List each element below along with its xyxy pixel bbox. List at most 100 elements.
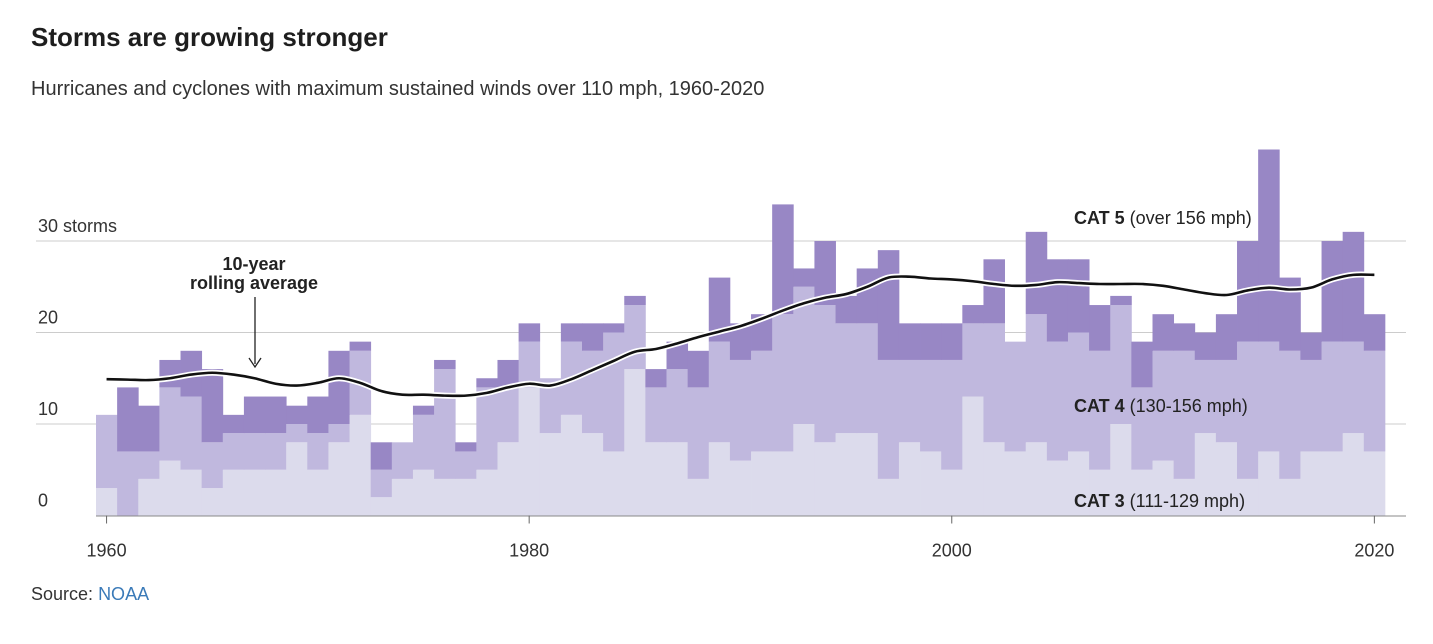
bar-cat4-1988	[687, 387, 710, 479]
bar-cat5-1977	[455, 442, 477, 452]
bar-cat4-2017	[1300, 359, 1322, 452]
bar-cat3-1975	[412, 469, 435, 516]
bar-cat4-1969	[286, 424, 308, 443]
bar-cat5-1961	[117, 387, 139, 452]
bar-cat5-1997	[877, 250, 900, 360]
bar-cat5-2012	[1194, 332, 1217, 360]
bar-cat3-1992	[772, 451, 794, 516]
bar-cat5-1993	[793, 268, 815, 287]
bar-cat5-2006	[1067, 259, 1090, 333]
bar-cat4-1984	[603, 332, 625, 452]
bar-cat5-2015	[1258, 149, 1280, 342]
bar-cat3-1980	[518, 387, 541, 516]
bar-cat5-2010	[1152, 314, 1175, 351]
bar-cat3-1998	[898, 442, 921, 516]
bar-cat5-1996	[856, 268, 879, 324]
bar-cat4-1993	[793, 286, 815, 424]
bar-cat4-2008	[1110, 305, 1132, 424]
bar-cat3-1991	[751, 451, 773, 516]
bar-cat5-2002	[983, 259, 1005, 324]
bar-cat5-2007	[1089, 305, 1111, 351]
bar-cat3-2007	[1089, 469, 1111, 516]
bar-cat4-1970	[307, 433, 329, 470]
bar-cat4-1980	[518, 341, 541, 388]
bar-cat3-1990	[729, 460, 752, 516]
bar-cat5-1978	[476, 378, 498, 388]
bar-cat3-2004	[1025, 442, 1048, 516]
bar-cat4-2003	[1004, 341, 1027, 452]
bar-cat5-1962	[138, 405, 160, 452]
bar-cat3-1999	[920, 451, 942, 516]
bar-cat3-1993	[793, 424, 815, 516]
bar-cat3-1973	[370, 497, 393, 516]
bar-cat4-2005	[1046, 341, 1069, 461]
bar-cat5-1994	[814, 241, 836, 306]
bar-cat4-1985	[624, 305, 646, 370]
bar-cat3-1986	[645, 442, 667, 516]
bar-cat3-1964	[180, 469, 203, 516]
bar-cat3-2006	[1067, 451, 1090, 516]
bar-cat3-2005	[1046, 460, 1069, 516]
bar-cat5-1992	[772, 204, 794, 315]
bar-cat4-1961	[117, 451, 139, 516]
bar-cat3-1987	[666, 442, 689, 516]
bar-cat4-2018	[1321, 341, 1344, 452]
source-link[interactable]: NOAA	[98, 584, 150, 604]
bar-cat3-1965	[201, 488, 224, 516]
bar-cat4-1983	[581, 350, 604, 434]
bar-cat3-2011	[1173, 478, 1196, 516]
bar-cat4-2014	[1237, 341, 1259, 479]
bar-cat4-1981	[539, 378, 562, 434]
x-tick-label: 2020	[1354, 541, 1394, 561]
bar-cat3-2002	[983, 442, 1005, 516]
bar-cat3-1966	[222, 469, 245, 516]
bar-cat5-1966	[222, 414, 245, 434]
bar-cat4-2012	[1194, 359, 1217, 434]
source-label: Source:	[31, 584, 94, 604]
bar-cat3-1969	[286, 442, 308, 516]
bar-cat4-1998	[898, 359, 921, 443]
bar-cat4-2006	[1067, 332, 1090, 452]
bar-cat3-1996	[856, 433, 879, 516]
bar-cat5-1987	[666, 341, 689, 370]
bar-cat3-2000	[941, 469, 963, 516]
y-tick-label: 20	[38, 308, 58, 328]
bar-cat3-1997	[877, 478, 900, 516]
bar-cat5-1984	[603, 323, 625, 333]
source-note: Source: NOAA	[31, 584, 149, 605]
bar-cat4-1974	[391, 442, 414, 479]
bar-cat4-1965	[201, 442, 224, 489]
bar-cat4-1964	[180, 396, 203, 470]
bar-cat3-1970	[307, 469, 329, 516]
bar-cat3-1971	[328, 442, 350, 516]
bar-cat5-2020	[1363, 314, 1386, 351]
bar-cat3-1967	[243, 469, 266, 516]
bar-cat3-1963	[159, 460, 181, 516]
bar-cat5-1982	[560, 323, 583, 342]
storm-chart: 0 10 20 30 storms 1960 1980 2000 2020 CAT 5 (o…	[36, 149, 1406, 561]
bar-cat4-1978	[476, 387, 498, 470]
bar-cat4-1975	[412, 414, 435, 470]
bar-cat3-1989	[708, 442, 731, 516]
bar-cat5-2016	[1279, 277, 1301, 351]
bar-cat4-2004	[1025, 314, 1048, 443]
bar-cat4-1976	[434, 369, 456, 479]
bar-cat5-1971	[328, 350, 350, 424]
bar-cat5-1965	[201, 369, 224, 443]
x-tick-label: 2000	[932, 541, 972, 561]
bar-cat4-2000	[941, 359, 963, 470]
bar-cat5-2008	[1110, 295, 1132, 306]
bar-cat3-1995	[835, 433, 858, 516]
label-cat5: CAT 5 (over 156 mph)	[1074, 208, 1252, 228]
bar-cat4-1979	[497, 387, 519, 443]
bar-cat3-2016	[1279, 478, 1301, 516]
bar-cat3-2009	[1131, 469, 1153, 516]
rolling-average	[106, 271, 1375, 399]
bar-cat5-1995	[835, 295, 858, 324]
bar-cat3-1994	[814, 442, 836, 516]
bar-cat4-2007	[1089, 350, 1111, 470]
bar-cat4-1977	[455, 451, 477, 479]
bar-cat4-2015	[1258, 341, 1280, 452]
bar-cat5-2004	[1025, 231, 1048, 315]
bar-cat3-2018	[1321, 451, 1344, 516]
